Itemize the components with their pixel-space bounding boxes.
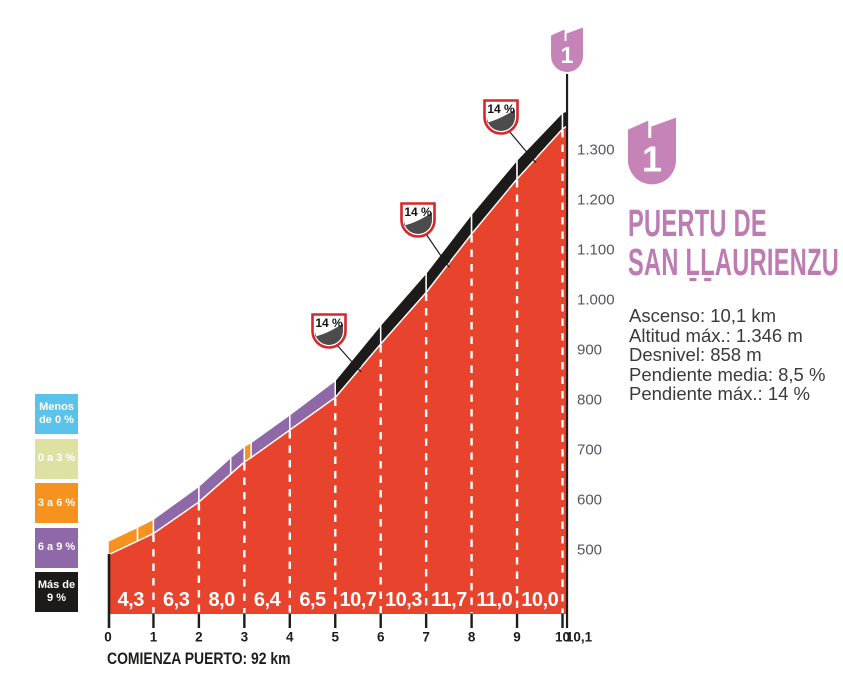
elevation-tick-label: 900 [577,342,602,359]
gradient-value-label: 4,3 [118,589,145,611]
max-gradient-badge: 14 % [483,99,519,135]
category-badge-shape [628,117,676,185]
elevation-tick-label: 700 [577,442,602,459]
stat-pendiente-max: Pendiente máx.: 14 % [629,383,810,404]
elevation-tick-label: 600 [577,492,602,509]
summit-category-badge: 1 [551,27,584,72]
summit-badge-number: 1 [561,42,574,68]
km-tick-label: 3 [241,630,249,645]
legend-label: Menos de 0 % [39,401,74,426]
legend-item-menos-de-0: Menos de 0 % [35,394,78,434]
summit-badge-shape [551,27,584,72]
km-tick-label: 6 [377,630,385,645]
km-tick-label: 8 [468,630,476,645]
max-gradient-badge-label: 14 % [487,102,515,116]
elevation-tick-label: 1.200 [577,192,615,209]
slope-swoosh-icon [487,109,515,131]
km-tick-label: 10 [555,630,570,645]
stat-altitud-max: Altitud máx.: 1.346 m [629,324,803,346]
gradient-value-label: 11,7 [431,589,467,611]
category-1-badge-icon: 1 [628,117,676,185]
stat-desnivel: Desnivel: 858 m [629,344,762,365]
legend-label: 0 a 3 % [37,452,76,465]
legend-label: 3 a 6 % [37,496,76,509]
legend-label: 6 a 9 % [37,541,76,554]
gradient-legend: Menos de 0 % 0 a 3 % 3 a 6 % 6 a 9 % Más… [35,394,78,617]
km-tick-label: 10,1 [566,630,593,645]
climb-stats: Ascenso: 10,1 km Altitud máx.: 1.346 m D… [629,306,825,404]
max-gradient-badge-label: 14 % [315,316,343,330]
gradient-value-label: 6,4 [254,589,282,611]
climb-title-line1: PUERTU DE [628,203,767,245]
gradient-value-label: 6,5 [299,589,326,611]
slope-swoosh-icon [315,323,343,345]
stat-pendiente-media: Pendiente media: 8,5 % [629,363,826,385]
legend-item-3-a-6: 3 a 6 % [35,483,78,523]
gradient-value-label: 10,3 [385,589,422,611]
km-tick-label: 2 [195,630,203,645]
gradient-value-label: 8,0 [208,589,235,611]
elevation-tick-label: 800 [577,392,602,409]
slope-swoosh-icon [404,212,432,234]
km-tick-label: 0 [104,630,112,645]
marker-cross [442,260,451,268]
legend-label: Más de 9 % [37,579,76,604]
climb-area [108,126,568,614]
max-gradient-badge: 14 % [400,202,436,238]
gradient-value-label: 10,0 [521,589,558,611]
marker-pointer-line [508,130,534,160]
elevation-tick-label: 500 [577,542,602,559]
km-tick-label: 1 [150,630,158,645]
start-of-climb-note: COMIENZA PUERTO: 92 km [107,649,291,668]
km-tick-label: 5 [331,630,339,645]
km-tick-label: 4 [286,630,294,645]
max-gradient-badge-label: 14 % [404,205,432,219]
stat-ascenso: Ascenso: 10,1 km [629,305,777,326]
max-gradient-badge: 14 % [311,313,347,349]
marker-pointer-line [336,344,359,370]
legend-item-0-a-3: 0 a 3 % [35,438,78,479]
elevation-tick-label: 1.100 [577,242,615,259]
km-tick-label: 9 [513,630,521,645]
legend-item-6-a-9: 6 a 9 % [35,527,78,568]
gradient-value-label: 6,3 [163,589,190,611]
elevation-tick-label: 1.300 [577,142,615,159]
gradient-band-segment [243,441,252,464]
gradient-value-label: 10,7 [340,589,377,611]
km-tick-label: 7 [422,630,430,645]
marker-cross [354,365,362,373]
climb-title-line2: SAN ḺḺAURIENZU [628,242,840,284]
elevation-tick-label: 1.000 [577,292,615,309]
marker-pointer-line [425,233,448,265]
gradient-value-label: 11,0 [476,589,512,611]
marker-cross [529,155,537,164]
legend-item-mas-de-9: Más de 9 % [35,572,78,612]
climb-title: PUERTU DE SAN ḺḺAURIENZU [628,205,839,283]
category-badge-number: 1 [642,139,662,180]
